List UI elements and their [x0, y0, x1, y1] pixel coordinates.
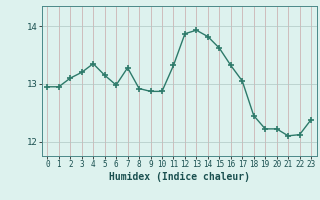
X-axis label: Humidex (Indice chaleur): Humidex (Indice chaleur) [109, 172, 250, 182]
